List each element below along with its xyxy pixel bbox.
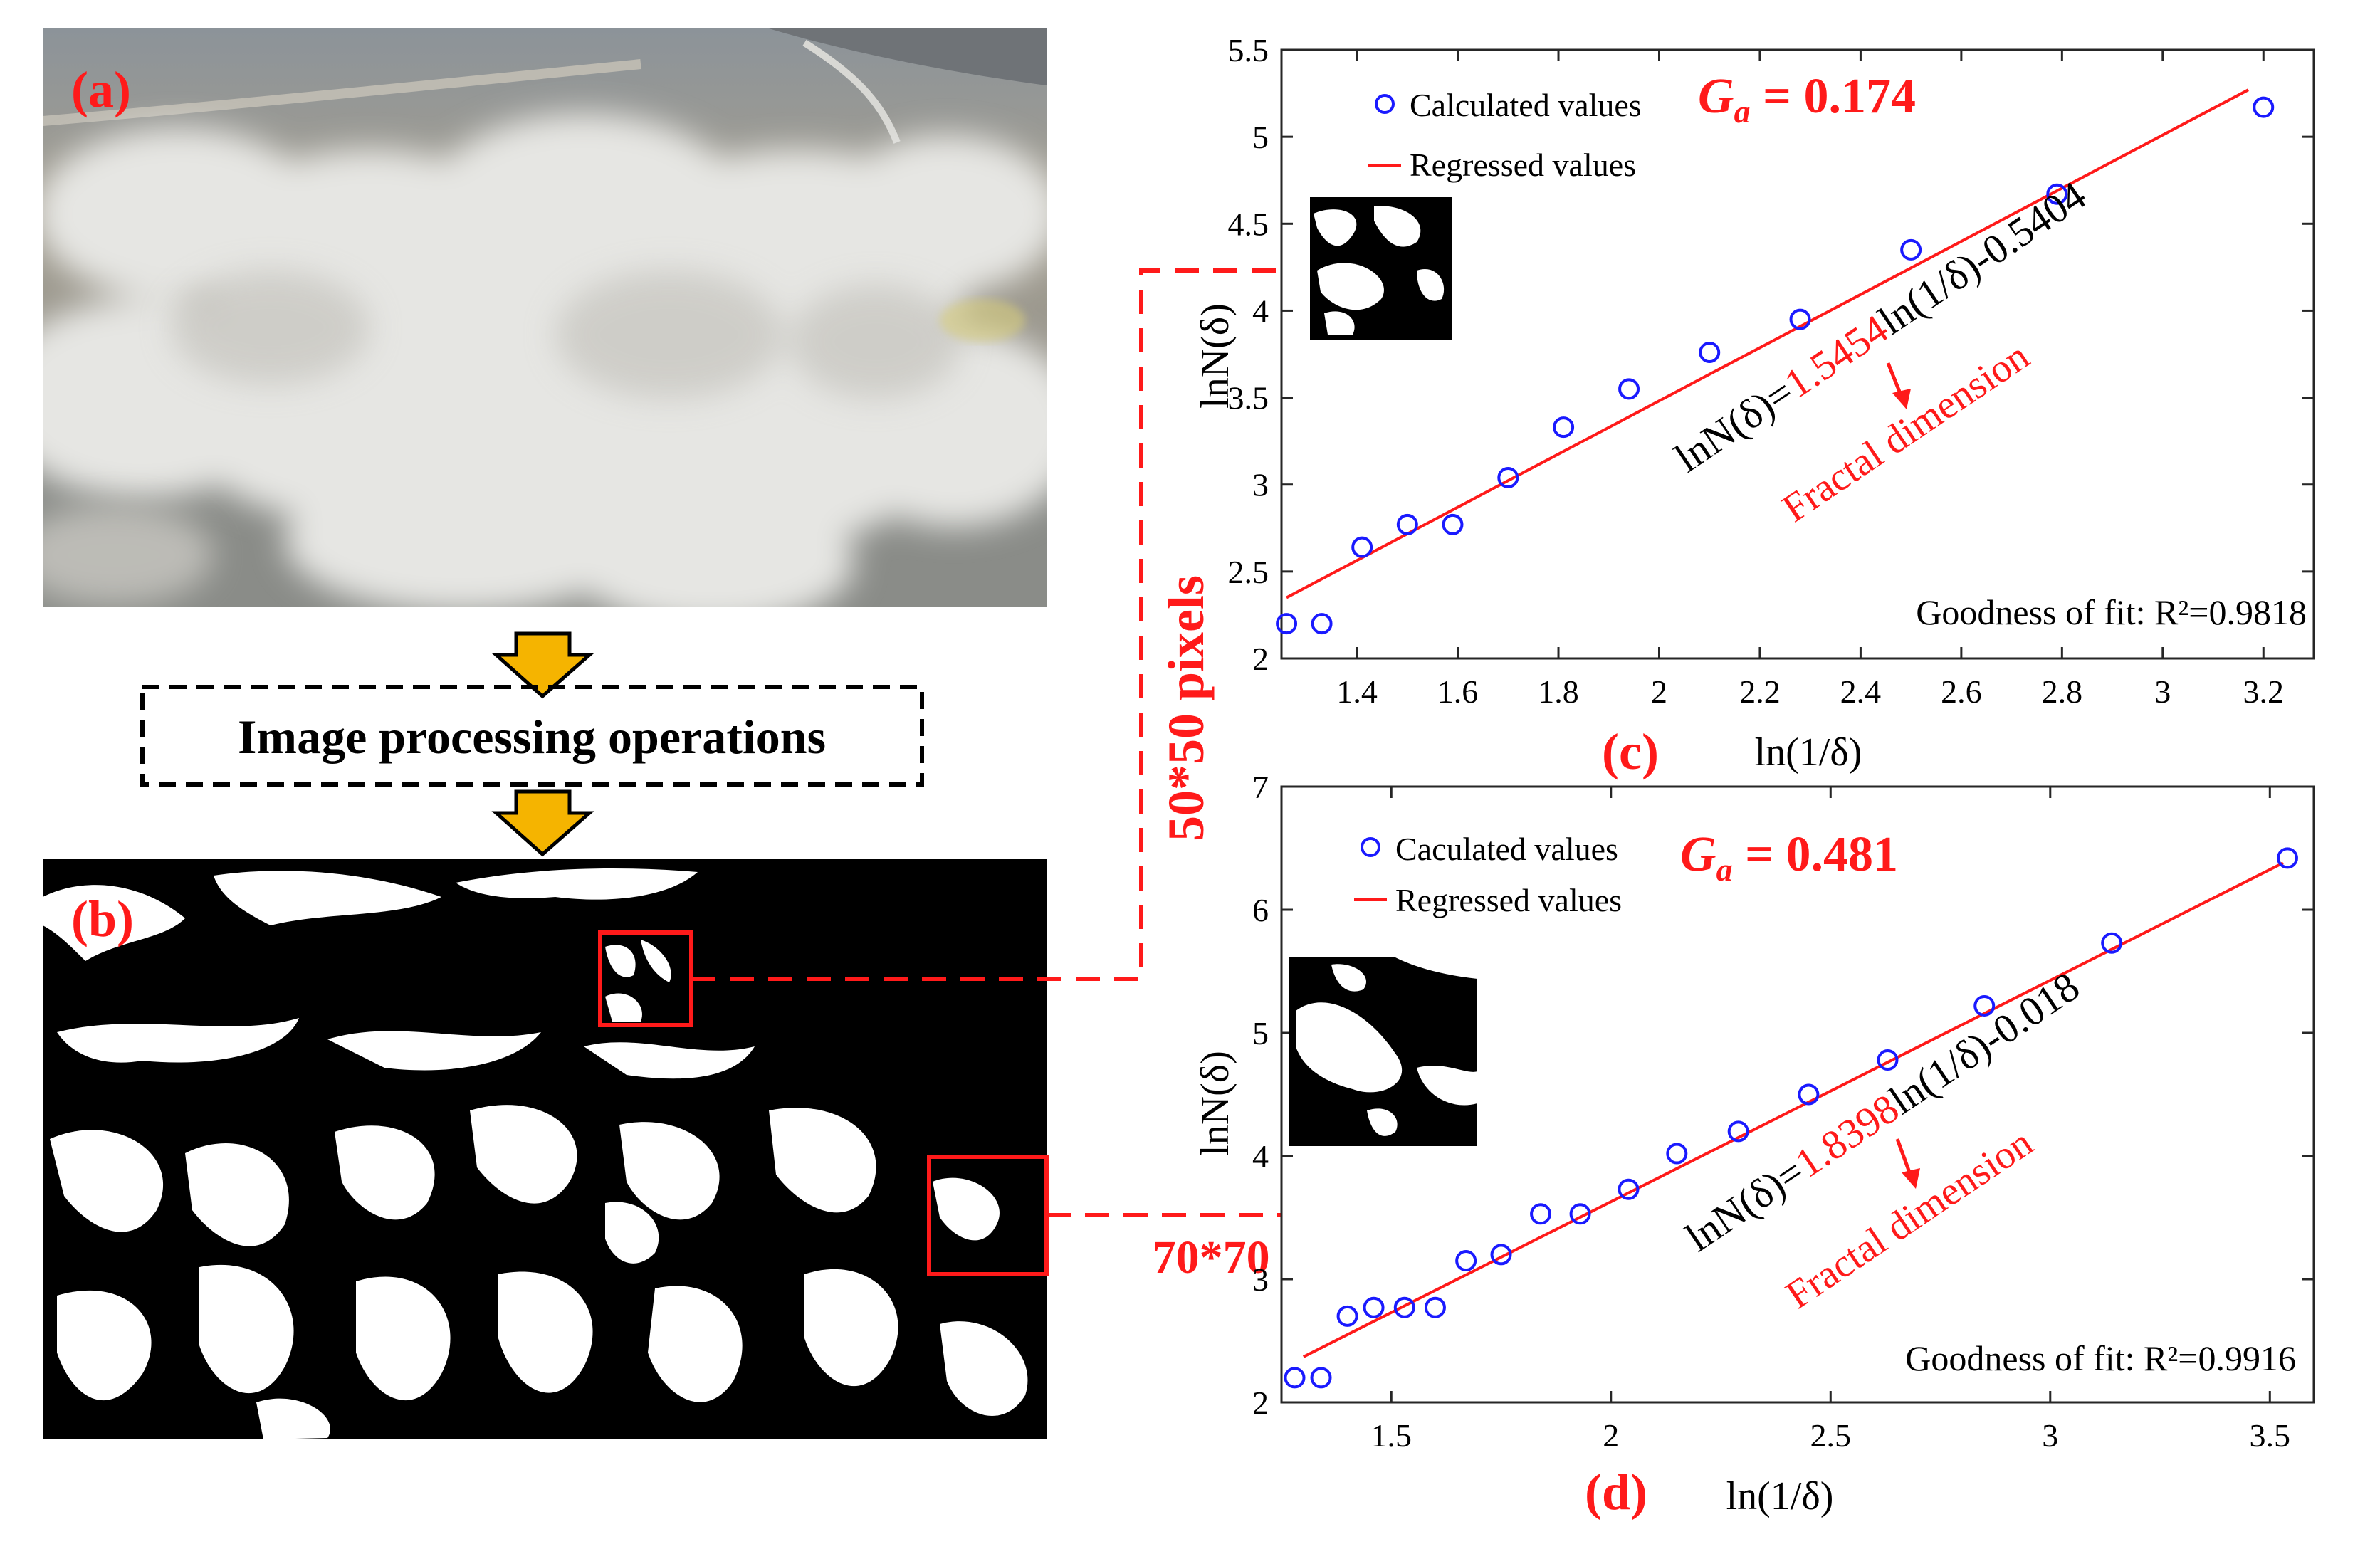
y-tick-label: 3.5: [1228, 380, 1269, 416]
data-point: [1284, 1367, 1306, 1389]
data-point: [1900, 238, 1922, 261]
data-point: [2276, 847, 2298, 869]
data-point: [1363, 1296, 1385, 1318]
panel-label-c: (c): [1602, 723, 1659, 780]
data-point: [1351, 536, 1373, 558]
x-tick-label: 1.4: [1336, 673, 1378, 710]
process-label: Image processing operations: [238, 710, 826, 764]
data-point: [1798, 1083, 1820, 1106]
data-point: [1666, 1143, 1688, 1165]
data-point: [1618, 378, 1640, 400]
data-point: [1497, 466, 1519, 488]
data-point: [1311, 613, 1333, 635]
y-tick-label: 4: [1252, 293, 1269, 329]
data-point: [1276, 613, 1298, 635]
regression-line: [1286, 88, 2249, 599]
x-tick-label: 2.2: [1739, 673, 1781, 710]
binary-panel-b: [43, 859, 1047, 1439]
photo-panel-a: [43, 28, 1047, 607]
y-axis-label: lnN(δ): [1193, 1051, 1237, 1156]
y-tick-label: 6: [1252, 892, 1269, 928]
data-point: [2101, 932, 2123, 954]
x-tick-label: 2.8: [2042, 673, 2083, 710]
flow-arrow-down-icon: [491, 789, 594, 857]
flow-arrow-down-icon: [491, 631, 594, 699]
inset-binary-d: [1289, 957, 1477, 1146]
process-box: [140, 685, 924, 787]
y-axis-label: lnN(δ): [1193, 303, 1237, 409]
data-point: [1569, 1203, 1591, 1225]
data-point: [2046, 183, 2068, 205]
x-axis-label: ln(1/δ): [1755, 730, 1862, 774]
y-tick-label: 4: [1252, 1138, 1269, 1175]
x-tick-label: 2.6: [1941, 673, 1982, 710]
data-point: [1789, 308, 1811, 330]
x-tick-label: 3.5: [2250, 1417, 2291, 1454]
legend-entry: Regressed values: [1395, 882, 1622, 918]
x-tick-label: 1.6: [1437, 673, 1479, 710]
data-point: [1442, 513, 1464, 535]
plot-area-c: [1280, 48, 2315, 660]
panel-label-a: (a): [71, 61, 131, 118]
goodness-of-fit: Goodness of fit: R²=0.9916: [1905, 1338, 2296, 1378]
y-tick-label: 3: [1252, 1261, 1269, 1298]
y-tick-label: 7: [1252, 769, 1269, 805]
data-point: [1310, 1367, 1332, 1389]
data-point: [1727, 1120, 1749, 1143]
data-point: [2253, 96, 2275, 118]
data-point: [1530, 1203, 1552, 1225]
inset-binary-c: [1310, 197, 1452, 340]
x-tick-label: 2.5: [1810, 1417, 1852, 1454]
chart-c: 1.4 1.6 1.8 2 2.2 2.4 2.6 2.8 3 3.2 2 2.5 3 3.5 4 4.5 5…: [1193, 32, 2315, 780]
data-point: [1396, 513, 1418, 535]
legend-marker-icon: [1375, 94, 1395, 114]
x-tick-label: 3: [2154, 673, 2171, 710]
x-tick-label: 1.5: [1371, 1417, 1412, 1454]
x-tick-label: 1.8: [1538, 673, 1579, 710]
ga-value: Ga = 0.481: [1680, 827, 1898, 888]
data-point: [1699, 342, 1721, 364]
data-point: [1455, 1250, 1477, 1272]
data-point: [1973, 994, 1996, 1017]
data-point: [1424, 1296, 1446, 1318]
ga-value: Ga = 0.174: [1698, 69, 1916, 130]
annotation-arrowhead-icon: [1892, 389, 1911, 409]
y-tick-label: 5.5: [1228, 32, 1269, 68]
x-axis-label: ln(1/δ): [1726, 1474, 1834, 1518]
data-point: [1490, 1244, 1512, 1266]
data-point: [1618, 1178, 1640, 1200]
connector-line-small: [691, 268, 1296, 981]
panel-label-d: (d): [1585, 1464, 1647, 1521]
data-point: [1393, 1296, 1415, 1318]
y-tick-label: 3: [1252, 467, 1269, 503]
legend-marker-icon: [1361, 837, 1380, 857]
y-tick-label: 5: [1252, 1015, 1269, 1051]
panel-label-b: (b): [71, 891, 134, 947]
callout-label-small: 50*50 pixels: [1158, 575, 1215, 841]
legend-entry: Calculated values: [1410, 87, 1642, 123]
x-tick-label: 2: [1651, 673, 1667, 710]
annotation-arrowhead-icon: [1902, 1168, 1920, 1189]
x-tick-label: 3: [2042, 1417, 2058, 1454]
goodness-of-fit: Goodness of fit: R²=0.9818: [1916, 592, 2307, 632]
y-tick-label: 2: [1252, 1385, 1269, 1421]
data-point: [1877, 1049, 1899, 1071]
chart-d: 1.5 2 2.5 3 3.5 2 3 4 5 6 7 Caculated values Regr…: [1193, 769, 2315, 1521]
legend-entry: Caculated values: [1395, 831, 1618, 867]
y-tick-label: 5: [1252, 119, 1269, 155]
x-tick-label: 2: [1603, 1417, 1619, 1454]
legend-entry: Regressed values: [1410, 147, 1636, 183]
y-tick-label: 4.5: [1228, 206, 1269, 242]
y-tick-label: 2: [1252, 641, 1269, 677]
x-tick-label: 2.4: [1840, 673, 1882, 710]
y-tick-label: 2.5: [1228, 554, 1269, 590]
data-point: [1336, 1305, 1358, 1327]
data-point: [1553, 416, 1575, 439]
x-tick-label: 3.2: [2243, 673, 2285, 710]
